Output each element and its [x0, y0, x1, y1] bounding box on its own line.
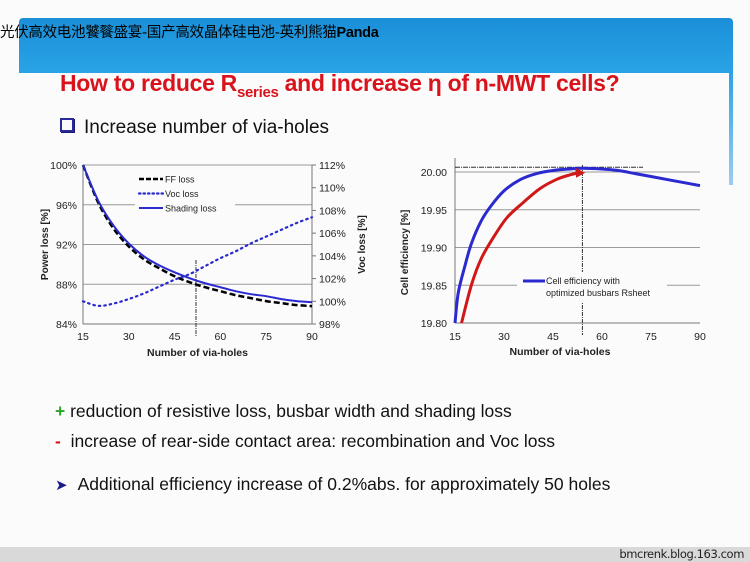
main-bullet: Increase number of via-holes — [60, 117, 329, 139]
legend-label-line1: Cell efficiency with — [546, 276, 620, 286]
y-tick-label: 19.90 — [421, 243, 447, 255]
y2-tick-label: 106% — [319, 228, 346, 240]
point-plus: + reduction of resistive loss, busbar wi… — [55, 401, 512, 422]
slide-title: How to reduce Rseries and increase η of … — [60, 70, 620, 101]
page-title-en: Panda — [336, 25, 379, 41]
y-tick-label: 84% — [56, 319, 77, 331]
x-tick-label: 60 — [215, 331, 227, 343]
point-minus: - increase of rear-side contact area: re… — [55, 431, 555, 452]
y-tick-label: 19.95 — [421, 205, 447, 217]
x-tick-label: 45 — [547, 331, 559, 343]
x-axis-label: Number of via-holes — [147, 347, 248, 359]
footer-bar: bmcrenk.blog.163.com — [0, 547, 750, 562]
y-axis-label: Power loss [%] — [40, 209, 51, 280]
x-tick-label: 15 — [77, 331, 89, 343]
y-tick-label: 19.80 — [421, 318, 447, 330]
charts-canvas: 100% 96% 92% 88% 84% 112% 110% 108% 106% 104% 102%… — [40, 158, 706, 359]
legend-label: Shading loss — [165, 204, 217, 214]
point-plus-text: reduction of resistive loss, busbar widt… — [70, 401, 512, 421]
page-title: 光伏高效电池饕餮盛宴-国产高效晶体硅电池-英利熊猫Panda — [0, 21, 379, 42]
legend-box — [517, 272, 667, 302]
x-tick-label: 30 — [498, 331, 510, 343]
x-tick-label: 60 — [596, 331, 608, 343]
square-bullet-icon — [60, 118, 74, 132]
series-line-voc-loss — [81, 216, 314, 307]
plus-sign-icon: + — [55, 401, 66, 421]
legend-label-line2: optimized busbars Rsheet — [546, 288, 651, 298]
y-tick-label: 96% — [56, 200, 77, 212]
x-tick-label: 15 — [449, 331, 461, 343]
y2-tick-label: 112% — [319, 160, 345, 172]
conclusion: ➤ Additional efficiency increase of 0.2%a… — [55, 474, 610, 495]
y2-tick-label: 102% — [319, 274, 346, 286]
minus-sign-icon: - — [55, 431, 61, 451]
header-edge-strip — [729, 73, 733, 185]
y-tick-label: 20.00 — [421, 167, 447, 179]
slide-title-post: and increase η of n-MWT cells? — [278, 70, 620, 96]
header-band — [19, 18, 733, 73]
x-tick-label: 90 — [694, 331, 706, 343]
series-line-ff-loss — [81, 164, 313, 308]
legend-label: Voc loss — [165, 189, 199, 199]
y-tick-label: 88% — [56, 279, 77, 291]
y2-tick-label: 110% — [319, 183, 345, 195]
arrowhead-icon — [575, 167, 586, 178]
x-tick-label: 90 — [306, 331, 318, 343]
conclusion-text: Additional efficiency increase of 0.2%ab… — [77, 474, 611, 494]
point-minus-text: increase of rear-side contact area: reco… — [70, 431, 555, 451]
x-axis-label: Number of via-holes — [510, 346, 611, 358]
y2-tick-label: 108% — [319, 205, 346, 217]
page-title-cn: 光伏高效电池饕餮盛宴-国产高效晶体硅电池-英利熊猫 — [0, 25, 337, 41]
y2-axis-label: Voc loss [%] — [357, 215, 368, 274]
x-tick-label: 75 — [260, 331, 272, 343]
arrow-bullet-icon: ➤ — [55, 477, 68, 494]
main-bullet-text: Increase number of via-holes — [84, 117, 330, 138]
slide-title-pre: How to reduce R — [60, 70, 237, 96]
y-tick-label: 100% — [50, 160, 77, 172]
slide-title-subscript: series — [236, 84, 279, 101]
y-axis-label: Cell efficiency [%] — [400, 210, 411, 296]
y-tick-label: 92% — [56, 240, 77, 252]
y2-tick-label: 104% — [319, 251, 346, 263]
legend-label: FF loss — [165, 175, 195, 185]
y-tick-label: 19.85 — [421, 280, 447, 292]
y2-tick-label: 98% — [319, 319, 340, 331]
y2-tick-label: 100% — [319, 296, 346, 308]
watermark: bmcrenk.blog.163.com — [619, 547, 744, 561]
improvement-arrow-line — [460, 171, 580, 324]
x-tick-label: 45 — [169, 331, 181, 343]
series-line-cell-efficiency — [453, 166, 701, 324]
series-line-shading-loss — [82, 164, 313, 304]
x-tick-label: 30 — [123, 331, 135, 343]
x-tick-label: 75 — [645, 331, 657, 343]
